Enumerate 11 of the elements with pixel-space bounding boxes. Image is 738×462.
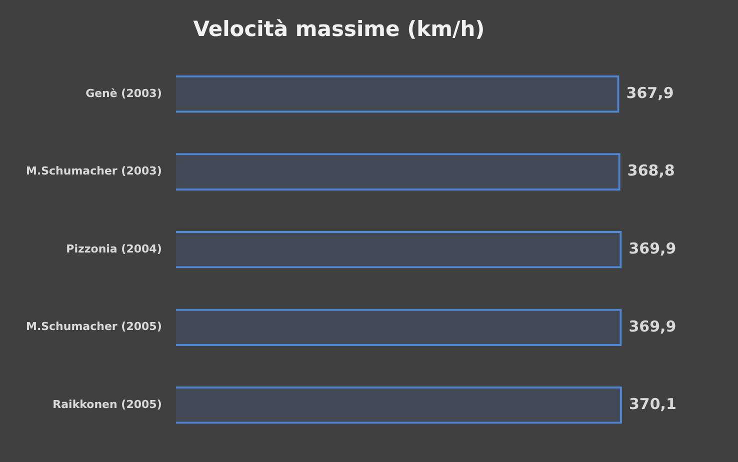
data-label: 367,9 bbox=[626, 84, 674, 102]
data-label: 369,9 bbox=[628, 239, 676, 258]
data-label: 368,8 bbox=[627, 162, 675, 180]
y-tick-label: M.Schumacher (2003) bbox=[26, 164, 162, 178]
y-tick-label: Genè (2003) bbox=[86, 86, 162, 100]
chart-title: Velocità massime (km/h) bbox=[193, 17, 485, 42]
y-tick-label: Pizzonia (2004) bbox=[66, 242, 162, 256]
data-label: 370,1 bbox=[628, 395, 676, 414]
data-label: 369,9 bbox=[628, 317, 676, 336]
y-tick-label: M.Schumacher (2005) bbox=[26, 320, 162, 334]
y-tick-label: Raikkonen (2005) bbox=[52, 398, 162, 411]
